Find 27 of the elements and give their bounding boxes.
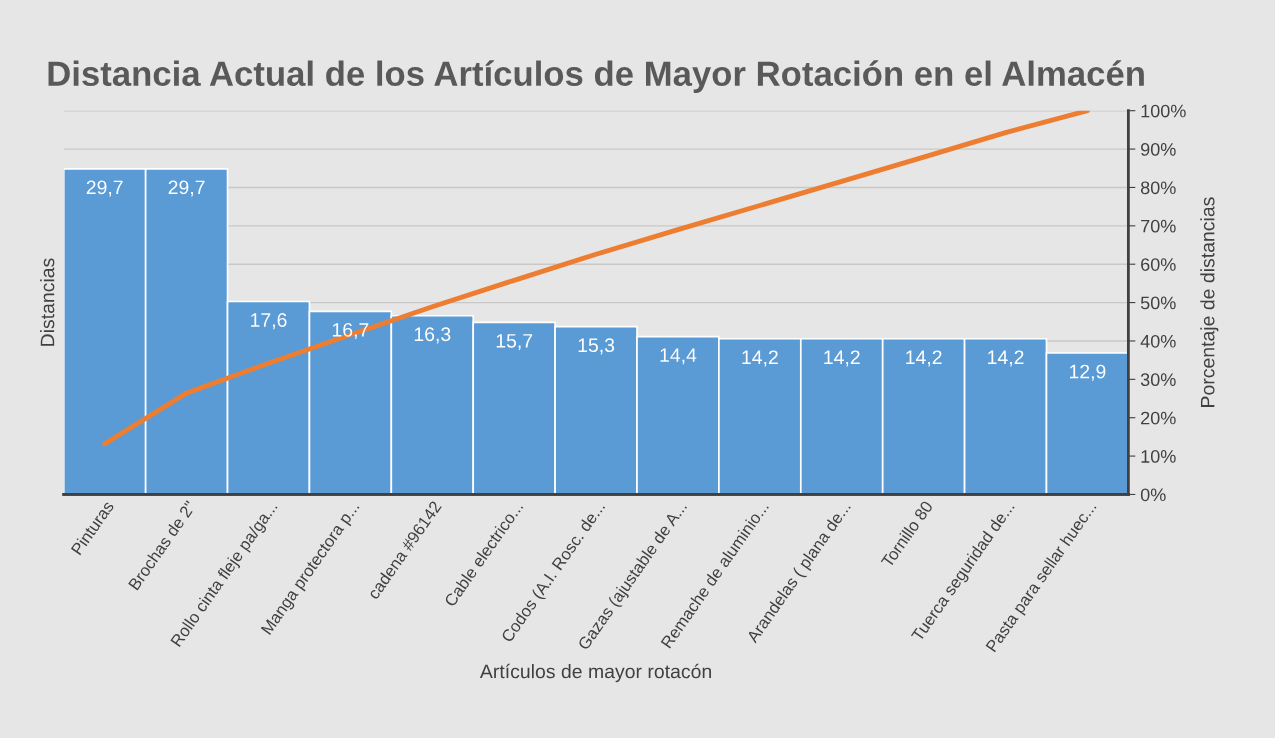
data-label: 14,2 <box>742 350 778 367</box>
y2-tick-label: 40% <box>1140 334 1176 348</box>
y-axis-title: Distancias <box>40 258 55 346</box>
y2-tick-label: 20% <box>1141 411 1176 425</box>
y2-tick-label: 100% <box>1141 104 1186 118</box>
x-axis-title: Artículos de mayor rotacón <box>479 663 711 683</box>
data-label: 14,4 <box>660 348 697 365</box>
y2-tick-label: 0% <box>1140 488 1166 502</box>
y2-tick-label: 10% <box>1141 450 1176 463</box>
chart-title: Distancia Actual de los Artículos de Mayor Rotación en el Almacén <box>48 60 1144 93</box>
y2-tick-label: 50% <box>1140 296 1176 310</box>
data-label: 14,2 <box>824 350 860 367</box>
y2-tick-label: 70% <box>1141 219 1176 233</box>
y2-tick-label: 90% <box>1141 143 1176 156</box>
y2-tick-label: 30% <box>1140 373 1176 387</box>
data-label: 12,9 <box>1069 364 1106 381</box>
y2-tick-label: 60% <box>1141 258 1176 271</box>
data-label: 15,7 <box>496 334 533 351</box>
y2-tick-label: 80% <box>1140 181 1176 195</box>
data-label: 17,6 <box>251 313 287 330</box>
data-label: 14,2 <box>906 350 942 367</box>
data-label: 15,3 <box>578 338 615 355</box>
data-label: 29,7 <box>168 180 205 197</box>
data-label: 29,7 <box>86 180 123 197</box>
y2-axis-title: Porcentaje de distancias <box>1200 197 1219 407</box>
data-label: 14,2 <box>988 350 1024 367</box>
data-label: 16,3 <box>414 327 451 344</box>
